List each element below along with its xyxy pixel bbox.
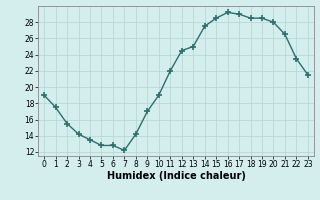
X-axis label: Humidex (Indice chaleur): Humidex (Indice chaleur) [107, 171, 245, 181]
